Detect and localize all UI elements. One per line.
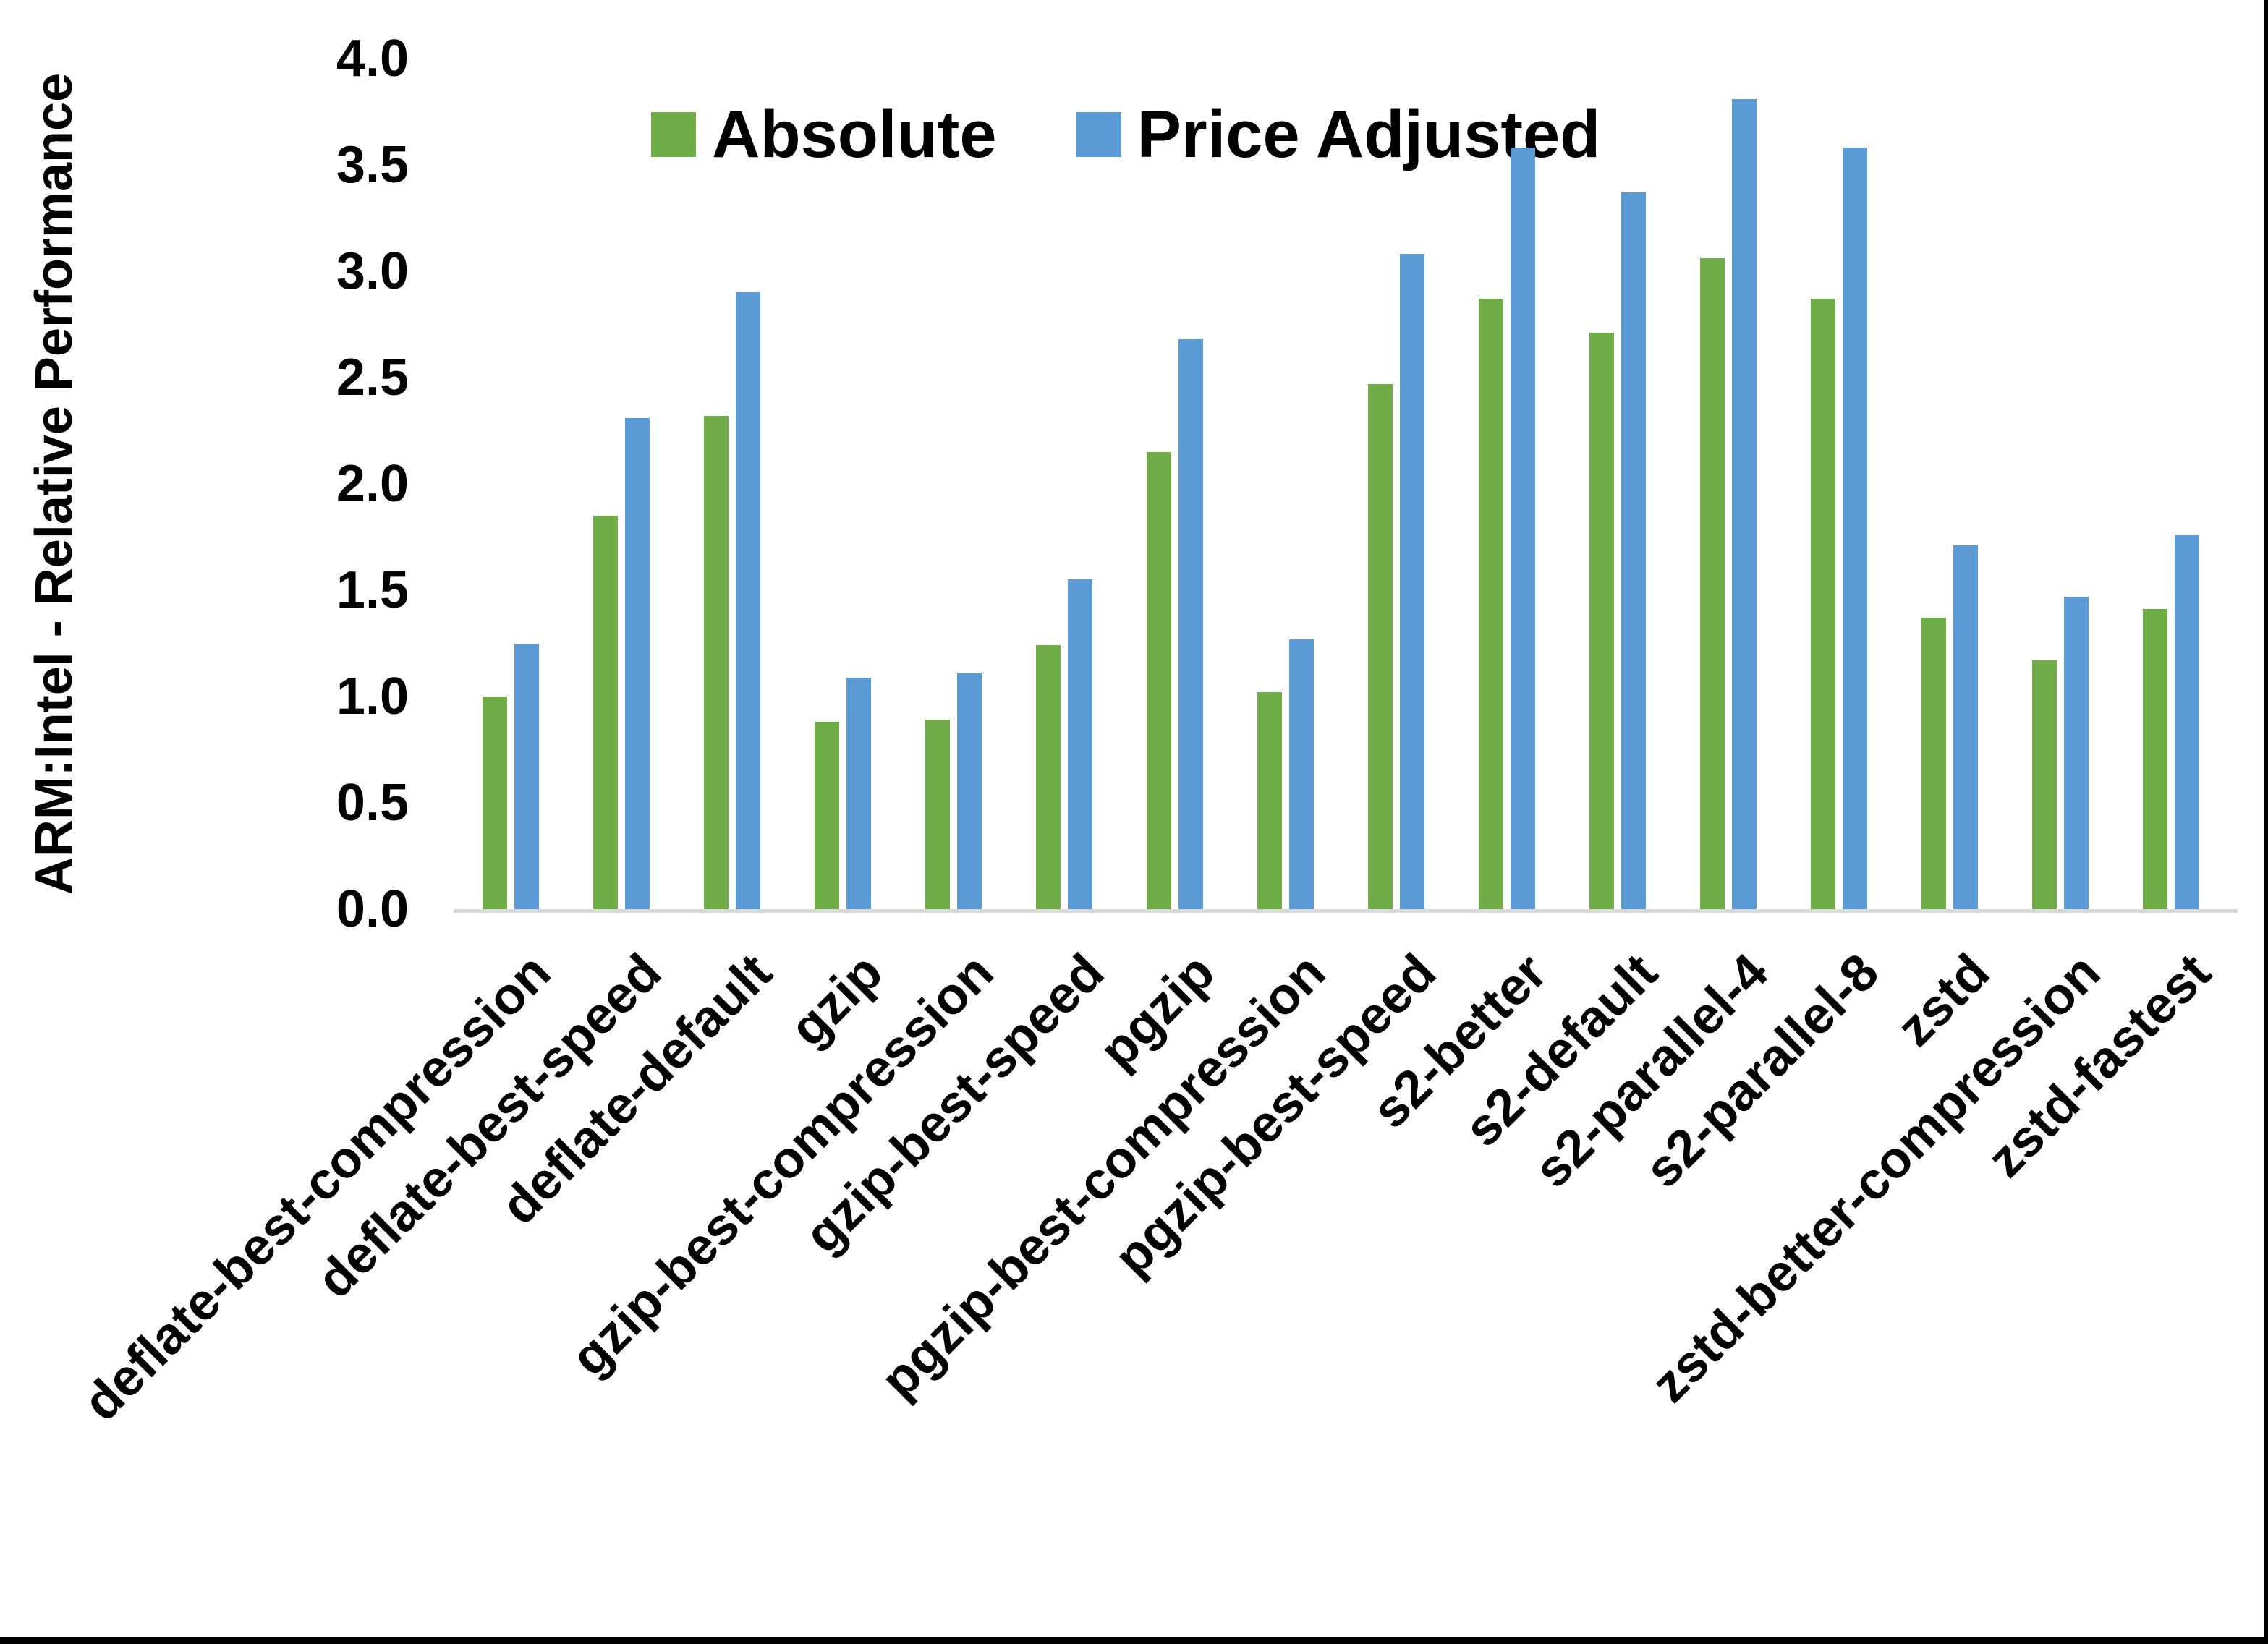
y-tick-label: 2.5 [336,349,409,406]
legend-label-absolute: Absolute [712,98,997,171]
bar-price-adjusted-deflate-best-compression [514,643,539,909]
window-border-right [2264,0,2268,1644]
bar-price-adjusted-zstd-better-compression [2064,596,2089,909]
bar-price-adjusted-s2-parallel-8 [1843,148,1867,909]
bar-price-adjusted-s2-default [1621,192,1646,909]
bar-absolute-deflate-best-speed [593,516,618,909]
bar-absolute-zstd-better-compression [2032,660,2057,909]
bar-absolute-s2-parallel-4 [1700,258,1725,909]
bar-price-adjusted-pgzip [1178,339,1203,909]
bar-absolute-pgzip-best-compression [1257,692,1282,909]
bar-absolute-s2-better [1479,299,1503,909]
bar-price-adjusted-s2-better [1511,148,1535,909]
bar-absolute-pgzip-best-speed [1368,383,1393,909]
y-tick-label: 0.0 [336,880,409,938]
bar-absolute-deflate-best-compression [483,697,507,909]
y-tick-label: 0.5 [336,774,409,832]
legend: Absolute Price Adjusted [651,101,1600,168]
legend-swatch-price-adjusted [1076,112,1121,157]
y-tick-label: 4.0 [336,30,409,88]
bar-price-adjusted-zstd [1953,545,1978,909]
y-tick-label: 3.0 [336,242,409,300]
bar-absolute-s2-parallel-8 [1811,299,1835,909]
x-axis-line [454,909,2238,913]
bar-price-adjusted-gzip [846,677,871,909]
bar-absolute-zstd [1921,618,1946,909]
bar-price-adjusted-pgzip-best-speed [1400,254,1424,909]
bar-price-adjusted-zstd-fastest [2175,534,2199,909]
bar-absolute-gzip-best-compression [925,720,950,909]
bar-absolute-pgzip [1147,451,1171,909]
legend-item-absolute: Absolute [651,101,997,168]
y-tick-label: 1.5 [336,561,409,619]
legend-swatch-absolute [651,112,696,157]
y-tick-label: 2.0 [336,455,409,513]
bar-absolute-gzip-best-speed [1036,645,1061,909]
bar-price-adjusted-deflate-best-speed [625,417,650,909]
bar-price-adjusted-gzip-best-compression [957,673,982,909]
bar-price-adjusted-pgzip-best-compression [1289,639,1314,909]
bar-price-adjusted-deflate-default [736,292,760,909]
bar-absolute-zstd-fastest [2143,609,2167,909]
bar-absolute-deflate-default [704,415,729,909]
window-border-bottom [0,1637,2268,1644]
y-tick-label: 3.5 [336,136,409,194]
y-tick-label: 1.0 [336,668,409,725]
bar-price-adjusted-s2-parallel-4 [1732,98,1757,909]
bar-absolute-s2-default [1589,333,1614,909]
bar-price-adjusted-gzip-best-speed [1068,579,1092,909]
bar-absolute-gzip [815,722,839,909]
